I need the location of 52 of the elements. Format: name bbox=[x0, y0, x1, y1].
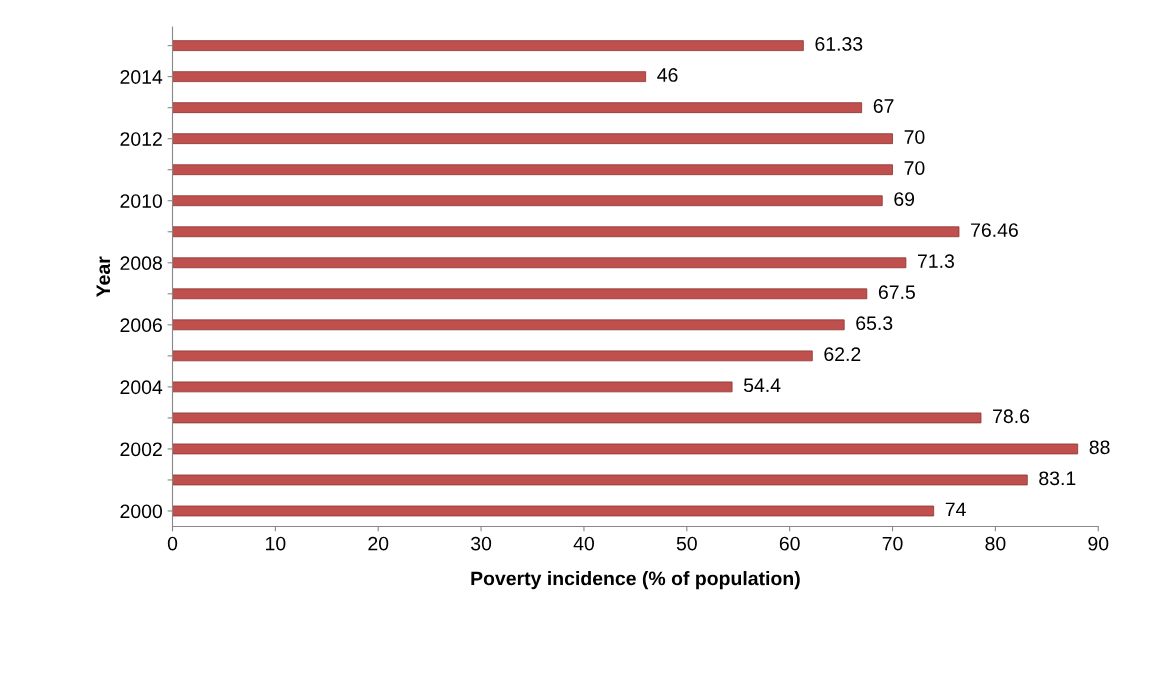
data-label: 74 bbox=[945, 502, 966, 517]
bar bbox=[172, 412, 982, 424]
y-tick-label: 2008 bbox=[120, 256, 162, 271]
data-label: 67.5 bbox=[878, 285, 915, 300]
bar bbox=[172, 195, 883, 207]
y-tick-label: 2014 bbox=[120, 70, 163, 84]
bar bbox=[172, 133, 893, 145]
y-tick-label: 2004 bbox=[120, 380, 163, 395]
data-label: 69 bbox=[894, 192, 915, 206]
data-label: 70 bbox=[904, 130, 925, 144]
data-label: 46 bbox=[657, 68, 678, 82]
data-label: 70 bbox=[904, 161, 925, 175]
bar bbox=[172, 474, 1028, 486]
bar bbox=[172, 102, 863, 114]
data-label: 67 bbox=[873, 99, 894, 113]
x-tick-label: 30 bbox=[471, 536, 492, 551]
x-tick-label: 0 bbox=[167, 536, 178, 551]
data-label: 83.1 bbox=[1039, 471, 1076, 486]
data-label: 61.33 bbox=[815, 37, 863, 51]
x-tick-label: 90 bbox=[1088, 536, 1109, 551]
x-tick-label: 80 bbox=[985, 536, 1006, 551]
bar bbox=[172, 505, 935, 517]
data-label: 62.2 bbox=[824, 347, 861, 362]
y-tick-label: 2006 bbox=[120, 318, 162, 333]
data-label: 54.4 bbox=[743, 378, 781, 393]
bar bbox=[172, 226, 960, 238]
y-tick-label: 2002 bbox=[120, 442, 162, 457]
data-label: 65.3 bbox=[856, 316, 893, 331]
data-label: 71.3 bbox=[918, 254, 954, 269]
x-tick-label: 70 bbox=[882, 536, 903, 551]
bar bbox=[172, 164, 893, 176]
y-tick-label: 2010 bbox=[120, 194, 163, 208]
bar bbox=[172, 381, 733, 393]
x-tick-label: 50 bbox=[676, 536, 697, 551]
y-tick-label: 2000 bbox=[120, 504, 163, 519]
x-axis-title: Poverty incidence (% of population) bbox=[471, 571, 800, 590]
y-axis-title: Year bbox=[96, 256, 111, 297]
bar bbox=[172, 319, 845, 331]
x-tick-label: 20 bbox=[368, 536, 389, 551]
data-label: 88 bbox=[1089, 440, 1110, 455]
data-label: 78.6 bbox=[993, 409, 1030, 424]
bar bbox=[172, 71, 647, 83]
bar bbox=[172, 288, 868, 300]
x-tick-label: 10 bbox=[266, 536, 286, 551]
data-label: 76.46 bbox=[971, 223, 1018, 237]
bar bbox=[172, 350, 813, 362]
bar bbox=[172, 40, 804, 51]
y-tick-label: 2012 bbox=[120, 132, 162, 146]
bar bbox=[172, 443, 1079, 455]
bar bbox=[172, 257, 907, 269]
x-tick-label: 40 bbox=[573, 536, 594, 551]
x-tick-label: 60 bbox=[779, 536, 800, 551]
